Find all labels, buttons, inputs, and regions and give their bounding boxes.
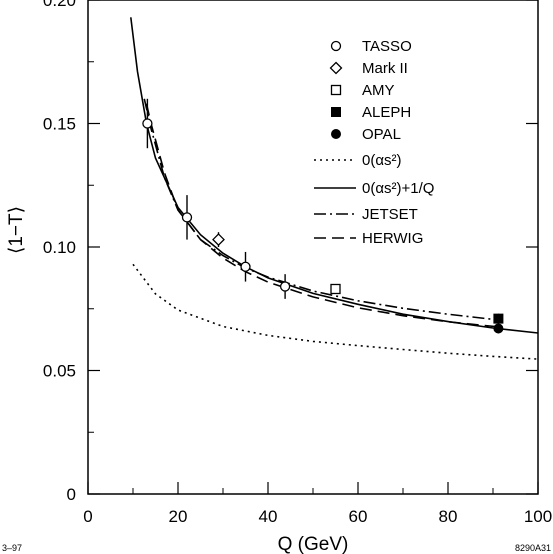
y-tick-label: 0.20 <box>43 0 76 10</box>
figure-code-left: 3–97 <box>2 543 22 553</box>
legend-marker-open-diamond <box>329 61 343 75</box>
figure-code-right: 8290A31 <box>515 543 551 553</box>
legend-label: OPAL <box>362 126 401 143</box>
point-aleph <box>493 313 504 324</box>
point-opal <box>493 323 504 334</box>
point-amy <box>330 283 341 295</box>
legend-marker-open-square <box>330 84 342 96</box>
x-tick-label: 100 <box>524 507 552 526</box>
y-tick-label: 0 <box>67 485 76 504</box>
x-tick-label: 80 <box>439 507 458 526</box>
legend-marker-filled-square <box>331 107 341 117</box>
x-tick-label: 60 <box>349 507 368 526</box>
legend-label: ALEPH <box>362 104 411 121</box>
curve-jetset <box>143 98 498 321</box>
curve-0-s <box>132 263 539 360</box>
y-tick-label: 0.05 <box>43 362 76 381</box>
legend-marker-open-circle <box>330 40 342 52</box>
x-tick-label: 40 <box>259 507 278 526</box>
plot-frame <box>87 0 539 495</box>
x-axis-label: Q (GeV) <box>278 534 349 554</box>
legend-label: HERWIG <box>362 230 423 247</box>
point-tasso <box>240 261 251 272</box>
legend-label: Mark II <box>362 60 408 77</box>
x-tick-label: 0 <box>83 507 92 526</box>
point-tasso <box>181 212 193 223</box>
legend-label: 0(αs²) <box>362 152 402 169</box>
y-tick-label: 0.10 <box>43 238 76 257</box>
point-tasso <box>279 281 291 292</box>
legend-marker-filled-circle <box>331 129 341 139</box>
legend-label: 0(αs²)+1/Q <box>362 180 434 197</box>
x-tick-label: 20 <box>169 507 188 526</box>
legend-label: JETSET <box>362 206 418 223</box>
point-tasso <box>142 118 153 129</box>
legend-label: AMY <box>362 82 395 99</box>
legend-label: TASSO <box>362 38 412 55</box>
point-mark-ii <box>212 233 225 247</box>
y-axis-label: ⟨1−T⟩ <box>6 206 27 254</box>
y-tick-label: 0.15 <box>43 115 76 134</box>
